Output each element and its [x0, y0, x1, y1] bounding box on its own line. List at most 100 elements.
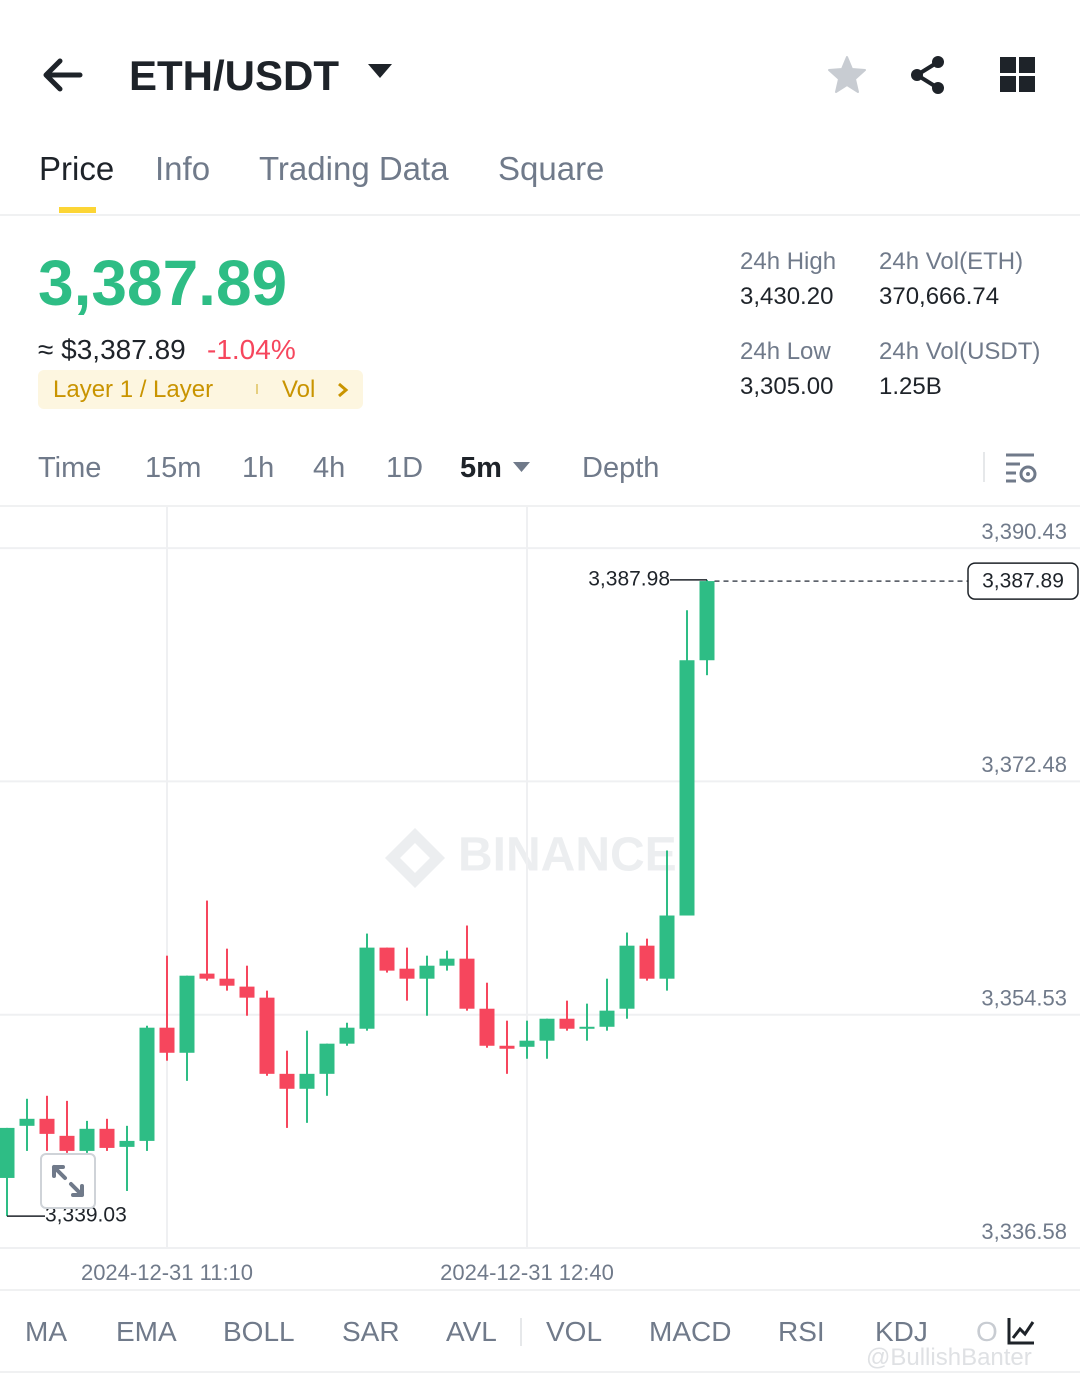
stat-label: 24h High [740, 248, 837, 275]
candle-body [119, 1140, 135, 1147]
indicator[interactable]: AVL [446, 1316, 497, 1347]
low-marker-label: 3,339.03 [45, 1204, 127, 1227]
indicator[interactable]: RSI [778, 1316, 825, 1347]
candle-body [459, 958, 475, 1009]
candle-body [139, 1027, 155, 1141]
interval[interactable]: 1D [386, 452, 424, 484]
price-change: -1.04% [207, 334, 296, 365]
watermark: BINANCE [458, 829, 677, 882]
tag-chevron[interactable] [337, 382, 349, 398]
expand-button[interactable] [40, 1153, 96, 1209]
indicator[interactable]: MACD [649, 1316, 732, 1347]
indicator[interactable]: EMA [116, 1316, 177, 1347]
interval-active[interactable]: 5m [460, 452, 502, 484]
favorite-icon[interactable] [827, 55, 867, 95]
tab-active[interactable]: Price [39, 150, 115, 187]
high-marker-label: 3,387.98 [588, 567, 670, 590]
stat-label: 24h Vol(ETH) [879, 248, 1024, 275]
pair-title[interactable]: ETH/USDT [129, 52, 339, 99]
candle-body [619, 945, 635, 1009]
candle-body [259, 997, 275, 1074]
candle-body [379, 947, 395, 971]
separator [520, 1318, 522, 1346]
tag-link[interactable]: Vol [282, 376, 316, 403]
usd-price: ≈ $3,387.89 [38, 334, 186, 365]
indicator[interactable]: MA [25, 1316, 67, 1347]
x-tick-label: 2024-12-31 12:40 [440, 1260, 614, 1285]
candle-body [359, 947, 375, 1029]
y-tick-label: 3,336.58 [981, 1219, 1067, 1244]
candle-body [159, 1027, 175, 1053]
divider [0, 1371, 1080, 1373]
candle-body [39, 1118, 55, 1134]
candle-body [19, 1118, 35, 1126]
y-tick-label: 3,372.48 [981, 752, 1067, 777]
indicator[interactable]: O [976, 1316, 998, 1347]
candle-body [659, 915, 675, 979]
candle-body [79, 1128, 95, 1151]
candle-body [479, 1008, 495, 1046]
tag-separator [256, 384, 258, 394]
indicator[interactable]: BOLL [223, 1316, 295, 1347]
candle-body [299, 1073, 315, 1089]
tag-box[interactable] [38, 370, 363, 409]
candle-body [319, 1043, 335, 1074]
stat-value: 3,305.00 [740, 373, 834, 400]
interval[interactable]: 15m [145, 452, 202, 484]
indicator[interactable]: SAR [342, 1316, 400, 1347]
candle-body [99, 1128, 115, 1148]
indicator[interactable]: KDJ [875, 1316, 928, 1347]
stat-label: 24h Vol(USDT) [879, 338, 1041, 365]
candle-body [279, 1073, 295, 1089]
chart-settings-icon[interactable] [1004, 452, 1038, 484]
candle-body [499, 1045, 515, 1049]
stat-value: 1.25B [879, 373, 942, 400]
candle-body [579, 1026, 595, 1029]
candle-body [559, 1018, 575, 1029]
watermark-logo [385, 828, 445, 888]
candle-body [199, 973, 215, 979]
interval[interactable]: 1h [242, 452, 275, 484]
tab[interactable]: Trading Data [259, 150, 449, 187]
layout-icon[interactable] [1000, 57, 1036, 93]
y-tick-label: 3,354.53 [981, 986, 1067, 1011]
candle-body [439, 958, 455, 966]
tag[interactable]: Layer 1 / Layer [53, 376, 214, 403]
interval[interactable]: Depth [582, 452, 660, 484]
candle-body [419, 965, 435, 979]
divider [0, 1289, 1080, 1291]
candle-body [179, 975, 195, 1053]
divider [0, 505, 1080, 507]
last-price: 3,387.89 [38, 247, 288, 319]
candle-body [59, 1135, 75, 1151]
divider [0, 214, 1080, 216]
interval-dropdown[interactable] [513, 462, 530, 473]
last-price-box [967, 562, 1079, 600]
indicator-settings-icon[interactable] [1006, 1316, 1036, 1346]
candle-body [599, 1010, 615, 1027]
candle-body [679, 660, 695, 916]
back-button[interactable] [40, 55, 86, 95]
indicator[interactable]: VOL [546, 1316, 603, 1347]
x-tick-label: 2024-12-31 11:10 [81, 1260, 253, 1285]
candle-body [639, 945, 655, 979]
watermark-handle: @BullishBanter [866, 1344, 1032, 1371]
candle-body [219, 978, 235, 986]
tab[interactable]: Info [155, 150, 211, 187]
candle-body [399, 968, 415, 979]
y-tick-label: 3,390.43 [981, 519, 1067, 544]
tab[interactable]: Square [498, 150, 605, 187]
share-icon[interactable] [908, 55, 948, 95]
candle-body [699, 581, 715, 661]
interval[interactable]: Time [38, 452, 102, 484]
candle-body [519, 1040, 535, 1047]
pair-dropdown[interactable] [368, 64, 392, 80]
candle-body [0, 1127, 15, 1178]
separator [983, 452, 985, 482]
candle-body [539, 1018, 555, 1041]
stat-value: 3,430.20 [740, 283, 834, 310]
stat-label: 24h Low [740, 338, 831, 365]
interval[interactable]: 4h [313, 452, 346, 484]
